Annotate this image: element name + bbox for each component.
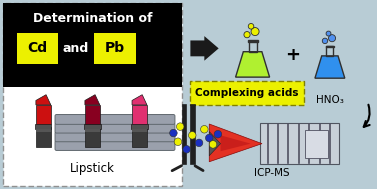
Polygon shape [236,52,270,77]
Bar [85,127,100,147]
Circle shape [244,32,250,38]
Text: Pb: Pb [105,41,125,55]
Text: Lipstick: Lipstick [70,162,115,175]
Bar [132,127,147,147]
Circle shape [195,139,203,147]
FancyBboxPatch shape [55,115,175,124]
FancyArrow shape [190,36,219,61]
Bar [132,129,147,132]
Bar [325,46,334,47]
FancyBboxPatch shape [55,141,175,150]
Bar [248,41,257,52]
Bar [36,105,51,124]
FancyBboxPatch shape [3,3,182,186]
FancyBboxPatch shape [190,81,304,105]
Bar [84,124,101,129]
Text: and: and [62,42,89,55]
Polygon shape [209,124,262,162]
Text: +: + [285,46,300,64]
Bar [305,130,328,158]
Circle shape [201,125,208,133]
FancyBboxPatch shape [55,123,175,133]
Polygon shape [132,95,147,105]
Bar [3,3,182,87]
Circle shape [174,138,182,146]
Circle shape [328,35,336,42]
Bar [85,105,100,124]
Bar [94,33,136,64]
Circle shape [176,123,184,130]
Bar [260,123,339,164]
Polygon shape [36,95,51,105]
Polygon shape [315,56,345,78]
FancyArrowPatch shape [195,166,203,171]
Bar [182,104,186,164]
Bar [36,127,51,147]
Bar [36,129,51,132]
Bar [132,105,147,124]
Circle shape [205,134,213,142]
Bar [131,124,148,129]
Polygon shape [221,135,251,151]
Circle shape [248,23,254,29]
Bar [35,124,52,129]
Text: Cd: Cd [28,41,48,55]
Circle shape [188,132,196,139]
Text: Determination of: Determination of [33,12,152,25]
Circle shape [209,141,217,148]
Polygon shape [85,95,100,105]
Circle shape [170,129,177,137]
Bar [326,46,333,56]
Text: ICP-MS: ICP-MS [254,168,289,178]
Bar [190,104,195,164]
Circle shape [214,130,222,138]
Circle shape [251,28,259,36]
Bar [248,40,257,42]
Circle shape [183,146,190,153]
Bar [17,33,58,64]
Text: HNO₃: HNO₃ [316,95,344,105]
FancyBboxPatch shape [55,132,175,142]
Circle shape [326,31,331,36]
Circle shape [322,38,328,44]
Bar [85,129,100,132]
Polygon shape [209,132,221,156]
Text: Complexing acids: Complexing acids [195,88,299,98]
FancyArrowPatch shape [172,166,181,171]
